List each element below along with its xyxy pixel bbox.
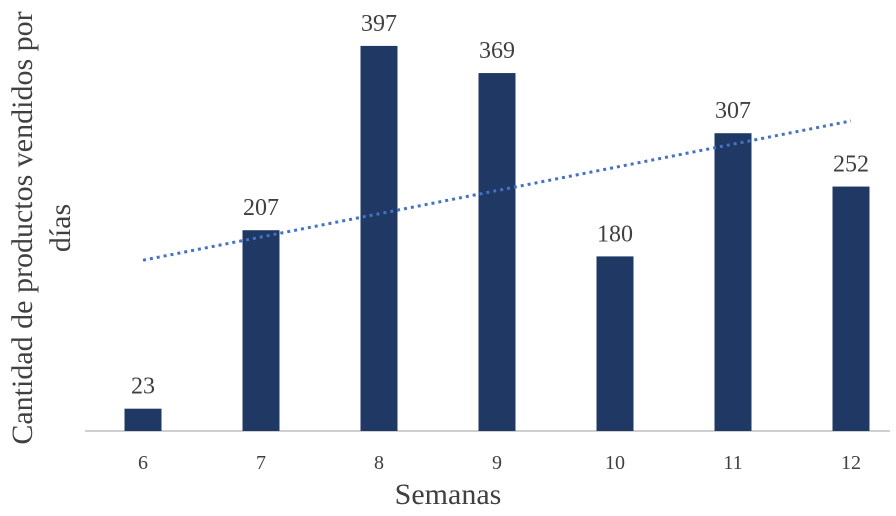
x-tick-label-11: 11 <box>723 452 742 474</box>
bar-12 <box>832 186 870 431</box>
bar-11 <box>714 133 752 431</box>
data-label-8: 397 <box>361 11 397 37</box>
data-label-10: 180 <box>597 221 633 247</box>
data-label-11: 307 <box>715 98 751 124</box>
data-label-12: 252 <box>833 152 869 178</box>
x-tick-label-6: 6 <box>138 452 148 474</box>
x-tick-label-8: 8 <box>374 452 384 474</box>
x-tick-label-9: 9 <box>492 452 502 474</box>
data-label-7: 207 <box>243 195 279 221</box>
y-axis-title: Cantidad de productos vendidos por días <box>6 11 77 445</box>
bar-7 <box>242 230 280 431</box>
x-tick-label-12: 12 <box>841 452 861 474</box>
bar-10 <box>596 256 634 431</box>
x-tick-label-7: 7 <box>256 452 266 474</box>
trendline <box>142 119 852 262</box>
data-label-6: 23 <box>131 374 155 400</box>
data-label-9: 369 <box>479 38 515 64</box>
bar-8 <box>360 45 398 431</box>
bar-6 <box>124 408 162 431</box>
bar-9 <box>478 73 516 431</box>
x-axis-title: Semanas <box>394 478 502 511</box>
x-tick-label-10: 10 <box>605 452 625 474</box>
